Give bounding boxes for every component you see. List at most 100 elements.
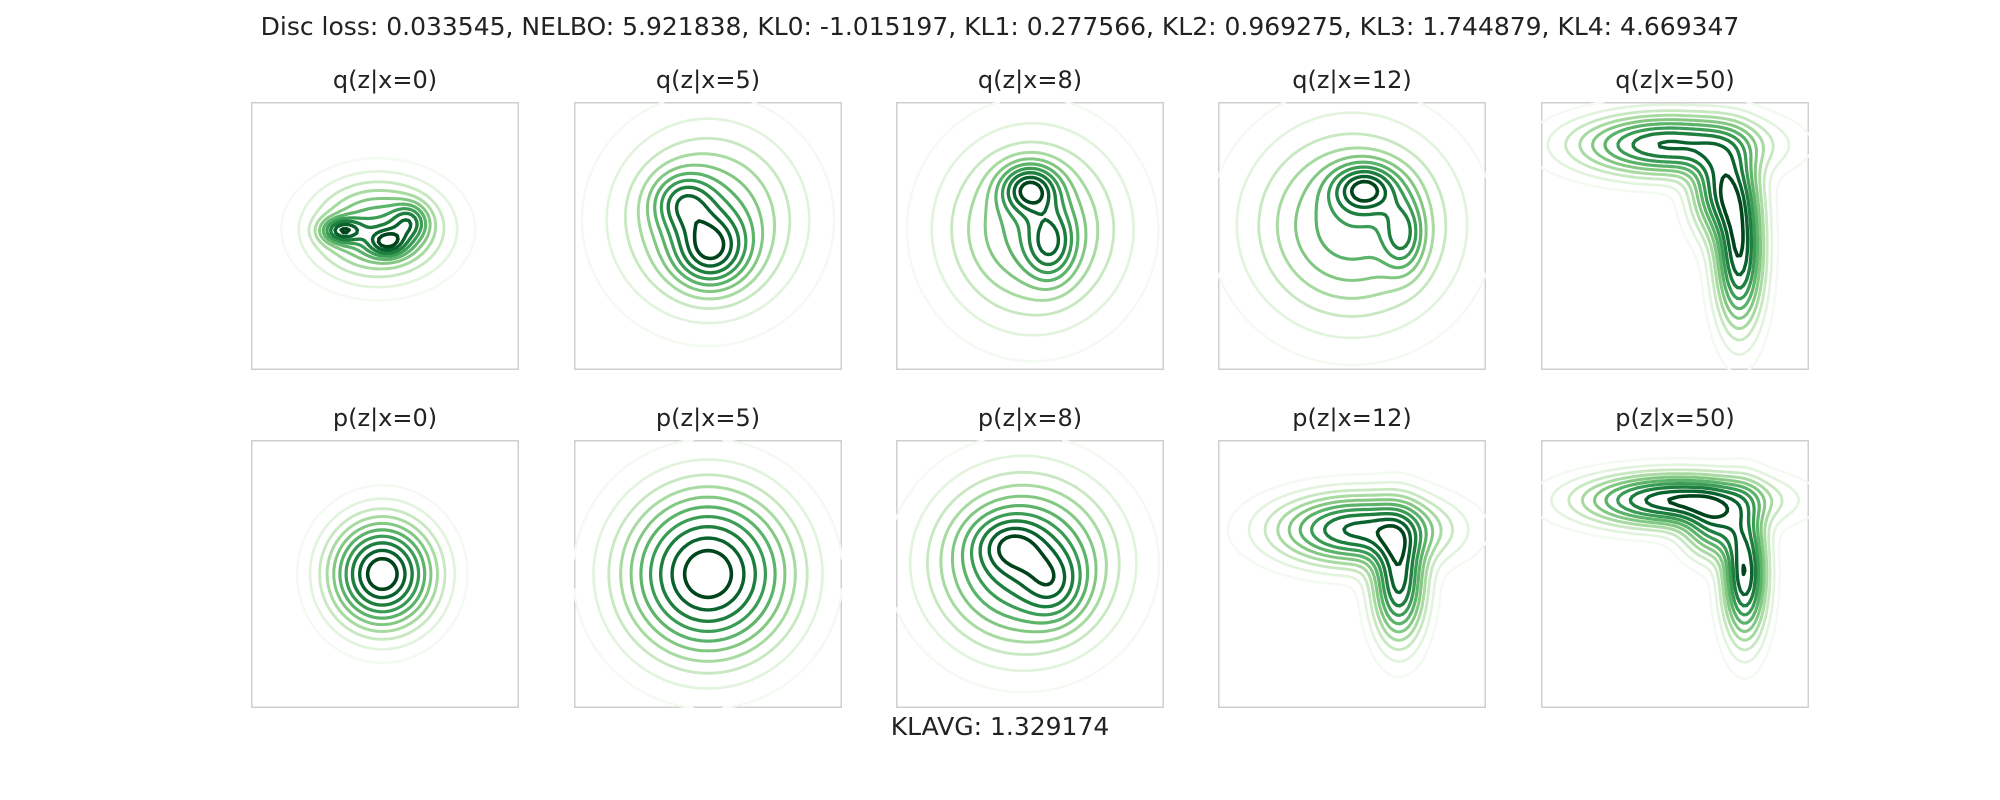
plot-frame <box>251 440 519 708</box>
contour-level-10 <box>692 219 726 261</box>
contour-level-2 <box>605 117 811 325</box>
contour-plot <box>896 102 1164 370</box>
plot-frame <box>574 102 842 370</box>
contour-level-9 <box>1012 175 1061 257</box>
plot-frame <box>1218 440 1486 708</box>
contour-level-7 <box>1616 482 1760 617</box>
contour-level-7 <box>1000 166 1074 275</box>
contour-level-9 <box>1657 139 1750 277</box>
contour-level-7 <box>649 515 767 633</box>
contour-level-10 <box>339 227 400 249</box>
contour-level-1 <box>905 102 1160 363</box>
contour-level-6 <box>338 528 427 620</box>
contour-level-5 <box>950 494 1098 634</box>
contour-level-8 <box>1628 485 1758 608</box>
contour-level-4 <box>939 483 1108 644</box>
contour-level-9 <box>333 218 413 252</box>
contour-level-9 <box>358 548 407 600</box>
contour-plot <box>574 102 842 370</box>
contour-level-3 <box>307 180 446 279</box>
contour-level-6 <box>1298 502 1428 626</box>
contour-level-10 <box>1667 494 1747 577</box>
contour-level-8 <box>978 519 1075 609</box>
contour-plot <box>1218 102 1486 370</box>
contour-plot <box>1218 440 1486 708</box>
panel-title: q(z|x=50) <box>1615 66 1735 94</box>
contour-level-7 <box>344 534 421 614</box>
contour-plot <box>574 440 842 708</box>
contour-level-5 <box>1591 118 1763 320</box>
panel-p-x5: p(z|x=5) <box>574 404 842 708</box>
contour-level-10 <box>997 534 1056 587</box>
contour-level-5 <box>1593 475 1767 633</box>
contour-level-4 <box>1275 146 1435 300</box>
contour-level-1 <box>1541 102 1809 370</box>
contour-level-8 <box>659 525 757 623</box>
panel-title: p(z|x=5) <box>655 404 761 432</box>
contour-level-1 <box>1218 102 1486 367</box>
contour-level-10 <box>1018 180 1045 205</box>
contour-level-4 <box>1276 493 1443 642</box>
contour-level-3 <box>1257 132 1448 318</box>
contour-level-4 <box>313 188 438 271</box>
contour-level-6 <box>1603 122 1760 311</box>
contour-level-5 <box>983 157 1088 291</box>
contour-level-9 <box>1342 174 1388 209</box>
panel-p-x8: p(z|x=8) <box>896 404 1164 708</box>
contour-level-6 <box>639 505 777 643</box>
contour-level-9 <box>987 526 1067 599</box>
contour-level-4 <box>325 515 439 633</box>
contour-level-10 <box>1375 524 1407 567</box>
panel-p-x0: p(z|x=0) <box>251 404 519 708</box>
contour-level-6 <box>960 504 1090 625</box>
contour-level-10 <box>1718 173 1745 258</box>
panel-q-x5: q(z|x=5) <box>574 66 842 370</box>
contour-level-5 <box>629 495 787 653</box>
contour-level-3 <box>1567 468 1784 652</box>
contour-level-7 <box>1616 126 1757 301</box>
contour-level-7 <box>1310 507 1423 617</box>
panel-title: q(z|x=12) <box>1292 66 1412 94</box>
kl-average-label: KLAVG: 1.329174 <box>890 712 1110 741</box>
contour-level-4 <box>1578 113 1766 330</box>
contour-level-9 <box>1342 517 1413 595</box>
contour-level-8 <box>666 185 741 275</box>
contour-level-2 <box>592 458 824 690</box>
contour-level-9 <box>674 194 733 268</box>
contour-level-1 <box>580 102 836 348</box>
contour-level-1 <box>1226 471 1486 679</box>
panel-q-x12: q(z|x=12) <box>1218 66 1486 370</box>
contour-plot <box>1541 440 1809 708</box>
panel-p-x12: p(z|x=12) <box>1218 404 1486 708</box>
contour-level-2 <box>1235 111 1469 340</box>
contour-level-4 <box>1580 472 1774 642</box>
panel-q-x8: q(z|x=8) <box>896 66 1164 370</box>
contour-level-1 <box>280 157 477 302</box>
contour-level-2 <box>1550 463 1800 664</box>
contour-level-8 <box>329 211 419 255</box>
panel-q-x0: q(z|x=0) <box>251 66 519 370</box>
contour-level-10 <box>1349 179 1380 203</box>
contour-plot <box>896 440 1164 708</box>
contour-level-8 <box>1006 171 1068 267</box>
plot-frame <box>574 440 842 708</box>
contour-level-10 <box>365 556 399 592</box>
contour-level-2 <box>1247 480 1470 663</box>
contour-level-2 <box>308 497 456 651</box>
panel-title: p(z|x=8) <box>977 404 1083 432</box>
contour-level-2 <box>930 122 1135 337</box>
panel-title: q(z|x=8) <box>977 66 1083 94</box>
contour-level-1 <box>896 440 1161 694</box>
contour-level-6 <box>653 171 756 287</box>
contour-level-9 <box>1644 489 1754 597</box>
contour-level-8 <box>1335 169 1412 251</box>
contour-level-7 <box>1327 165 1418 261</box>
contour-level-8 <box>1631 131 1754 290</box>
contour-level-7 <box>659 178 748 281</box>
panel-title: p(z|x=50) <box>1615 404 1735 432</box>
contour-level-8 <box>350 541 414 607</box>
panel-title: q(z|x=5) <box>655 66 761 94</box>
panel-p-x50: p(z|x=50) <box>1541 404 1809 708</box>
contour-plot <box>251 440 519 708</box>
contour-level-1 <box>1541 457 1809 680</box>
